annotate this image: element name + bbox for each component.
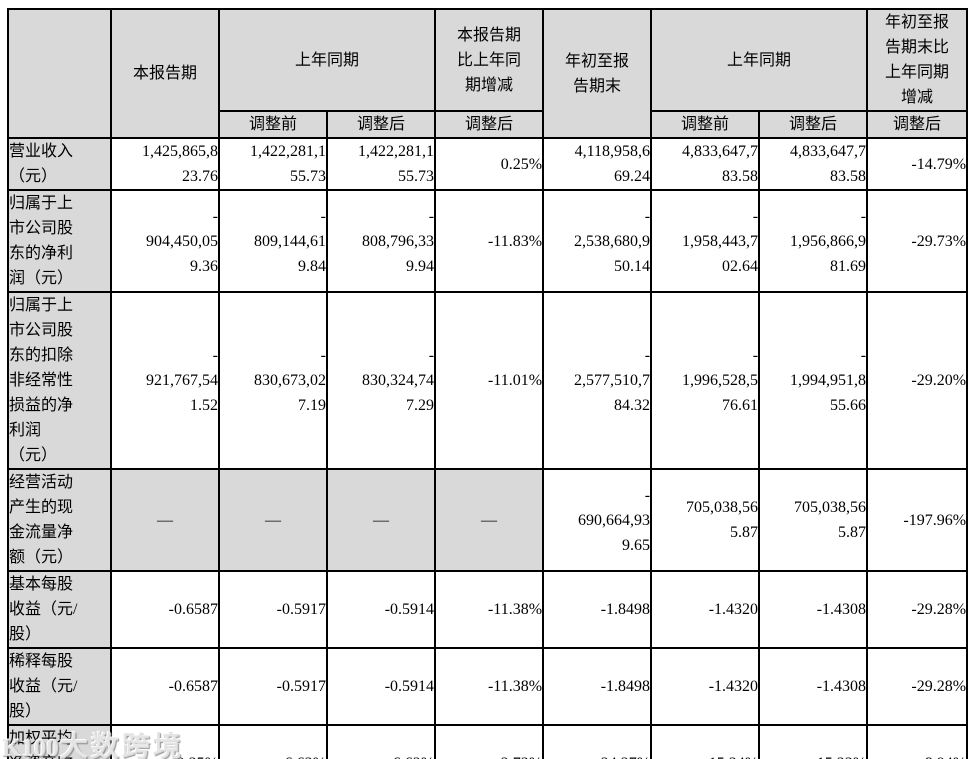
row-label: 归属于上 市公司股 东的扣除 非经常性 损益的净 利润 （元） [7,291,112,470]
table-cell: - 830,673,02 7.19 [218,291,328,470]
table-cell: -11.38% [434,647,545,726]
table-row-revenue: 营业收入 （元） 1,425,865,8 23.76 1,422,281,1 5… [7,137,969,191]
table-cell: -15.33% [758,724,869,759]
subheader-pre-adjust-2: 调整前 [650,110,761,139]
table-cell: — [434,468,545,572]
table-cell: - 1,994,951,8 55.66 [758,291,869,470]
table-cell: - 1,996,528,5 76.61 [650,291,761,470]
table-cell: -11.83% [434,189,545,293]
table-cell: -29.28% [866,570,969,649]
table-row-net-profit: 归属于上 市公司股 东的净利 润（元） - 904,450,05 9.36 - … [7,189,969,293]
table-cell: -29.28% [866,647,969,726]
row-label: 营业收入 （元） [7,137,112,191]
table-cell: — [218,468,328,572]
table-row-net-profit-excl-nonrecurring: 归属于上 市公司股 东的扣除 非经常性 损益的净 利润 （元） - 921,76… [7,291,969,470]
table-cell: -6.62% [325,724,437,759]
table-cell: -0.5917 [218,647,328,726]
table-cell: -1.4308 [758,647,869,726]
subheader-post-adjust-3: 调整后 [758,110,869,139]
table-cell: - 2,538,680,9 50.14 [542,189,653,293]
table-cell: -0.5917 [218,570,328,649]
watermark-text: 大数跨境 [59,732,184,759]
table-cell: -2.73% [434,724,545,759]
watermark: K100大数跨境 [2,725,184,759]
table-cell: - 830,324,74 7.29 [325,291,437,470]
table-cell: - 921,767,54 1.52 [110,291,220,470]
table-cell: -14.79% [866,137,969,191]
table-cell: - 1,958,443,7 02.64 [650,189,761,293]
table-cell: 705,038,56 5.87 [758,468,869,572]
table-cell: -1.8498 [542,647,653,726]
table-cell: -11.01% [434,291,545,470]
table-cell: -29.20% [866,291,969,470]
subheader-post-adjust-1: 调整后 [325,110,437,139]
table-cell: -9.35% [110,724,220,759]
table-cell: 1,422,281,1 55.73 [325,137,437,191]
table-cell: 1,422,281,1 55.73 [218,137,328,191]
table-row-weighted-avg-roe: 加权平均 净资产收 益率 -9.35% -6.63% -6.62% -2.73%… [7,724,969,759]
table-row-diluted-eps: 稀释每股 收益（元/ 股） -0.6587 -0.5917 -0.5914 -1… [7,647,969,726]
table-cell: -0.6587 [110,570,220,649]
subheader-pre-adjust-1: 调整前 [218,110,328,139]
table-cell: -24.27% [542,724,653,759]
header-prior-year-group-2: 上年同期 [650,8,869,112]
table-cell: -15.34% [650,724,761,759]
table-cell: - 808,796,33 9.94 [325,189,437,293]
table-cell: - 809,144,61 9.84 [218,189,328,293]
table-cell: — [325,468,437,572]
row-label: 经营活动 产生的现 金流量净 额（元） [7,468,112,572]
financial-summary-table: 本报告期 上年同期 本报告期 比上年同 期增减 年初至报 告期末 上年同期 年初… [7,8,969,759]
table-cell: - 1,956,866,9 81.69 [758,189,869,293]
table-cell: 4,833,647,7 83.58 [758,137,869,191]
header-ytd-vs-prior-change: 年初至报 告期末比 上年同期 增减 [866,8,969,112]
table-cell: -1.8498 [542,570,653,649]
table-cell: - 904,450,05 9.36 [110,189,220,293]
table-cell: -0.5914 [325,647,437,726]
header-current-vs-prior-change: 本报告期 比上年同 期增减 [434,8,545,112]
table-cell: 1,425,865,8 23.76 [110,137,220,191]
table-cell: 4,118,958,6 69.24 [542,137,653,191]
header-current-period: 本报告期 [110,8,220,139]
table-cell: -29.73% [866,189,969,293]
table-cell: 0.25% [434,137,545,191]
table-cell: -0.6587 [110,647,220,726]
table-cell: - 2,577,510,7 84.32 [542,291,653,470]
watermark-logo-icon: K100 [2,735,59,759]
header-prior-year-group-1: 上年同期 [217,8,437,112]
subheader-post-adjust-2: 调整后 [434,110,545,139]
header-row-1: 本报告期 上年同期 本报告期 比上年同 期增减 年初至报 告期末 上年同期 年初… [7,8,969,139]
table-cell: 705,038,56 5.87 [650,468,761,572]
table-cell: -6.63% [218,724,328,759]
row-label: 归属于上 市公司股 东的净利 润（元） [7,189,112,293]
table-row-basic-eps: 基本每股 收益（元/ 股） -0.6587 -0.5917 -0.5914 -1… [7,570,969,649]
header-ytd-period-end: 年初至报 告期末 [542,8,653,139]
table-cell: -1.4308 [758,570,869,649]
table-cell: 4,833,647,7 83.58 [650,137,761,191]
table-cell: — [110,468,220,572]
table-row-operating-cash-flow: 经营活动 产生的现 金流量净 额（元） — — — — - 690,664,93… [7,468,969,572]
row-label: 稀释每股 收益（元/ 股） [7,647,112,726]
table-cell: -11.38% [434,570,545,649]
table-cell: - 690,664,93 9.65 [542,468,653,572]
subheader-post-adjust-4: 调整后 [866,110,969,139]
header-row-2: 调整前 调整后 调整后 调整前 调整后 调整后 [8,110,969,139]
table-cell: -8.94% [866,724,969,759]
row-label: 加权平均 净资产收 益率 [7,724,112,759]
row-label: 基本每股 收益（元/ 股） [7,570,112,649]
table-cell: -0.5914 [325,570,437,649]
corner-cell [7,8,112,139]
table-cell: -1.4320 [650,570,761,649]
table-cell: -197.96% [866,468,969,572]
table-cell: -1.4320 [650,647,761,726]
